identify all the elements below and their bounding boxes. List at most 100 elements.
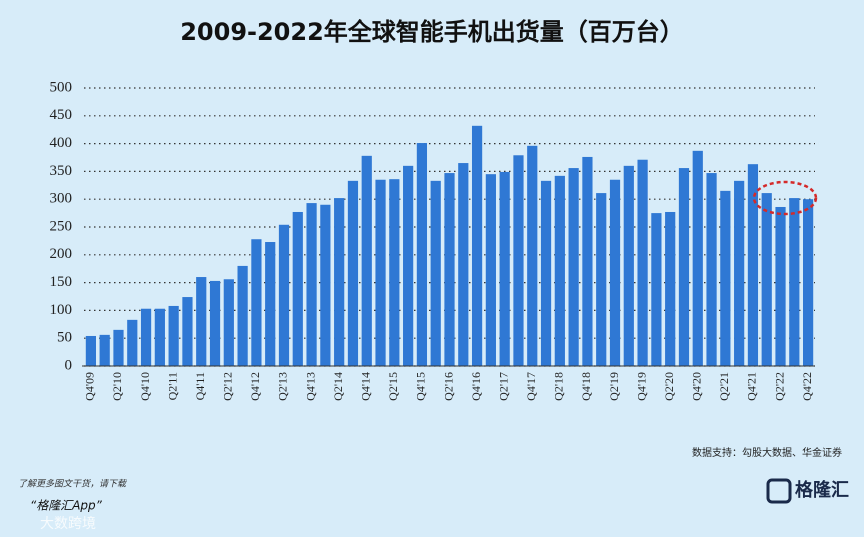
- x-tick-label: Q4'15: [414, 372, 428, 401]
- x-tick-label: Q2'11: [165, 372, 179, 400]
- bar: [678, 168, 690, 366]
- x-tick-label: Q4'22: [800, 372, 814, 401]
- x-tick-label: Q4'17: [524, 372, 538, 401]
- x-tick-label: Q2'19: [607, 372, 621, 401]
- x-tick-label: Q2'16: [441, 372, 455, 401]
- x-tick-label: Q4'20: [690, 372, 704, 401]
- bar: [306, 203, 317, 366]
- bar: [706, 173, 717, 366]
- bar: [609, 179, 621, 366]
- x-tick-label: Q4'16: [469, 372, 483, 401]
- source-note: 数据支持：勾股大数据、华金证券: [692, 446, 842, 459]
- bar: [292, 211, 303, 366]
- x-tick-label: Q2'17: [496, 372, 510, 401]
- bar: [499, 171, 510, 366]
- y-tick-label: 50: [57, 330, 72, 346]
- x-tick-label: Q2'18: [552, 372, 566, 401]
- bar: [458, 163, 469, 366]
- bar: [720, 190, 731, 366]
- x-tick-label: Q4'19: [634, 372, 648, 401]
- bar: [265, 242, 276, 366]
- bar: [692, 150, 703, 366]
- bar: [278, 224, 290, 366]
- bar: [651, 213, 662, 366]
- bar: [140, 308, 152, 366]
- y-tick-label: 150: [50, 274, 73, 290]
- bar: [734, 180, 745, 366]
- bar: [154, 308, 165, 366]
- bar: [237, 265, 248, 366]
- y-tick-label: 450: [50, 107, 73, 123]
- bar: [430, 180, 441, 366]
- x-tick-label: Q2'22: [772, 372, 786, 401]
- x-tick-label: Q2'15: [386, 372, 400, 401]
- bar: [182, 297, 193, 366]
- bar: [320, 204, 331, 366]
- watermark: 大数跨境: [40, 516, 96, 532]
- bar: [416, 143, 428, 366]
- y-tick-label: 0: [65, 357, 73, 373]
- bar: [623, 165, 634, 366]
- logo-text: 格隆汇: [795, 479, 849, 501]
- bar: [761, 193, 772, 366]
- bar: [485, 174, 496, 366]
- bar: [775, 206, 786, 366]
- logo-icon: [766, 478, 792, 504]
- bar: [554, 175, 565, 366]
- bar: [803, 199, 814, 366]
- bar: [168, 305, 179, 366]
- x-tick-label: Q2'21: [717, 372, 731, 401]
- y-tick-label: 500: [50, 79, 73, 95]
- bar: [747, 164, 759, 366]
- footer-app: “格隆汇App”: [30, 499, 103, 513]
- bar: [568, 168, 579, 366]
- x-tick-label: Q4'12: [248, 372, 262, 401]
- bar: [389, 179, 400, 366]
- bar: [582, 156, 593, 366]
- bar: [637, 159, 648, 366]
- bar: [251, 239, 262, 366]
- bar: [444, 173, 455, 366]
- chart-title: 2009-2022年全球智能手机出货量（百万台）: [180, 18, 684, 46]
- bar: [596, 193, 607, 366]
- y-tick-label: 400: [50, 135, 73, 151]
- bar: [127, 319, 138, 366]
- bar: [403, 165, 414, 366]
- x-tick-label: Q4'14: [358, 372, 372, 401]
- y-tick-label: 250: [50, 218, 73, 234]
- x-tick-label: Q2'14: [331, 372, 345, 401]
- bar: [223, 279, 234, 366]
- bar: [471, 125, 483, 366]
- x-tick-label: Q2'12: [221, 372, 235, 401]
- x-tick-label: Q4'10: [138, 372, 152, 401]
- bar: [99, 334, 110, 366]
- bar: [347, 180, 359, 366]
- y-tick-label: 200: [50, 246, 73, 262]
- bar: [540, 180, 552, 366]
- x-tick-label: Q2'10: [110, 372, 124, 401]
- bar: [334, 198, 345, 366]
- bar: [209, 280, 221, 366]
- bar: [113, 329, 124, 366]
- x-tick-label: Q4'18: [579, 372, 593, 401]
- bar: [196, 277, 207, 366]
- y-tick-label: 100: [50, 302, 73, 318]
- y-tick-label: 350: [50, 163, 73, 179]
- bar: [527, 145, 538, 366]
- y-tick-label: 300: [50, 191, 73, 207]
- bar: [85, 335, 96, 366]
- bar: [375, 179, 386, 366]
- x-tick-label: Q4'11: [193, 372, 207, 400]
- bar: [789, 198, 800, 366]
- x-tick-label: Q2'13: [276, 372, 290, 401]
- bar: [665, 211, 676, 366]
- bar: [513, 155, 524, 366]
- bar: [361, 155, 372, 366]
- x-tick-label: Q4'09: [83, 372, 97, 401]
- x-tick-label: Q4'21: [745, 372, 759, 401]
- footer-note: 了解更多图文干货，请下载: [18, 479, 127, 490]
- x-tick-label: Q2'20: [662, 372, 676, 401]
- highlight-ellipse: [752, 180, 818, 216]
